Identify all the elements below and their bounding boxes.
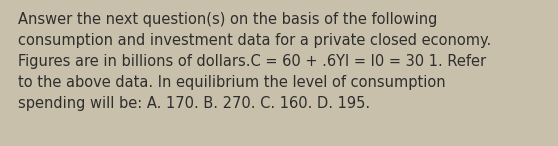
Text: Answer the next question(s) on the basis of the following
consumption and invest: Answer the next question(s) on the basis… — [18, 12, 491, 111]
